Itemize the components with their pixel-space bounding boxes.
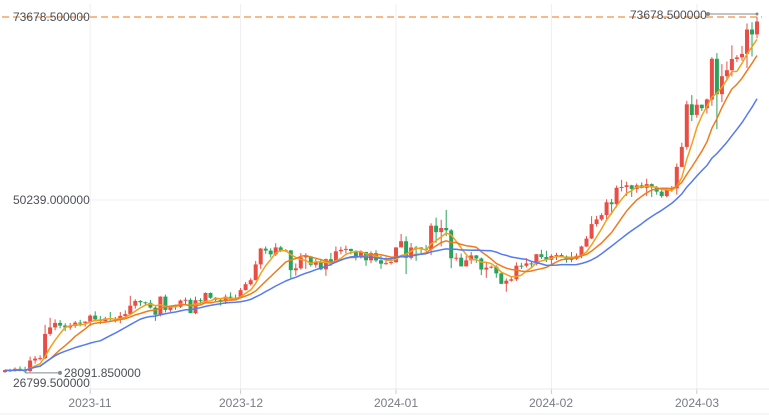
y-axis-label-min: 26799.500000 xyxy=(13,376,90,390)
moving-average-lines xyxy=(4,38,758,372)
y-axis-label-mid: 50239.000000 xyxy=(13,193,90,207)
x-axis-label-2024-01: 2024-01 xyxy=(373,396,419,410)
x-axis-label-2024-03: 2024-03 xyxy=(674,396,720,410)
x-axis-label-2023-11: 2023-11 xyxy=(68,396,112,410)
max-price-annotation: 73678.500000 xyxy=(630,8,707,22)
min-price-annotation: 28091.850000 xyxy=(64,366,141,380)
min-pointer xyxy=(25,370,62,375)
x-axis-label-2024-02: 2024-02 xyxy=(528,396,574,410)
max-pointer xyxy=(706,12,759,16)
candles xyxy=(3,17,759,373)
y-axis-label-max: 73678.500000 xyxy=(13,10,90,24)
x-axis-label-2023-12: 2023-12 xyxy=(218,396,264,410)
